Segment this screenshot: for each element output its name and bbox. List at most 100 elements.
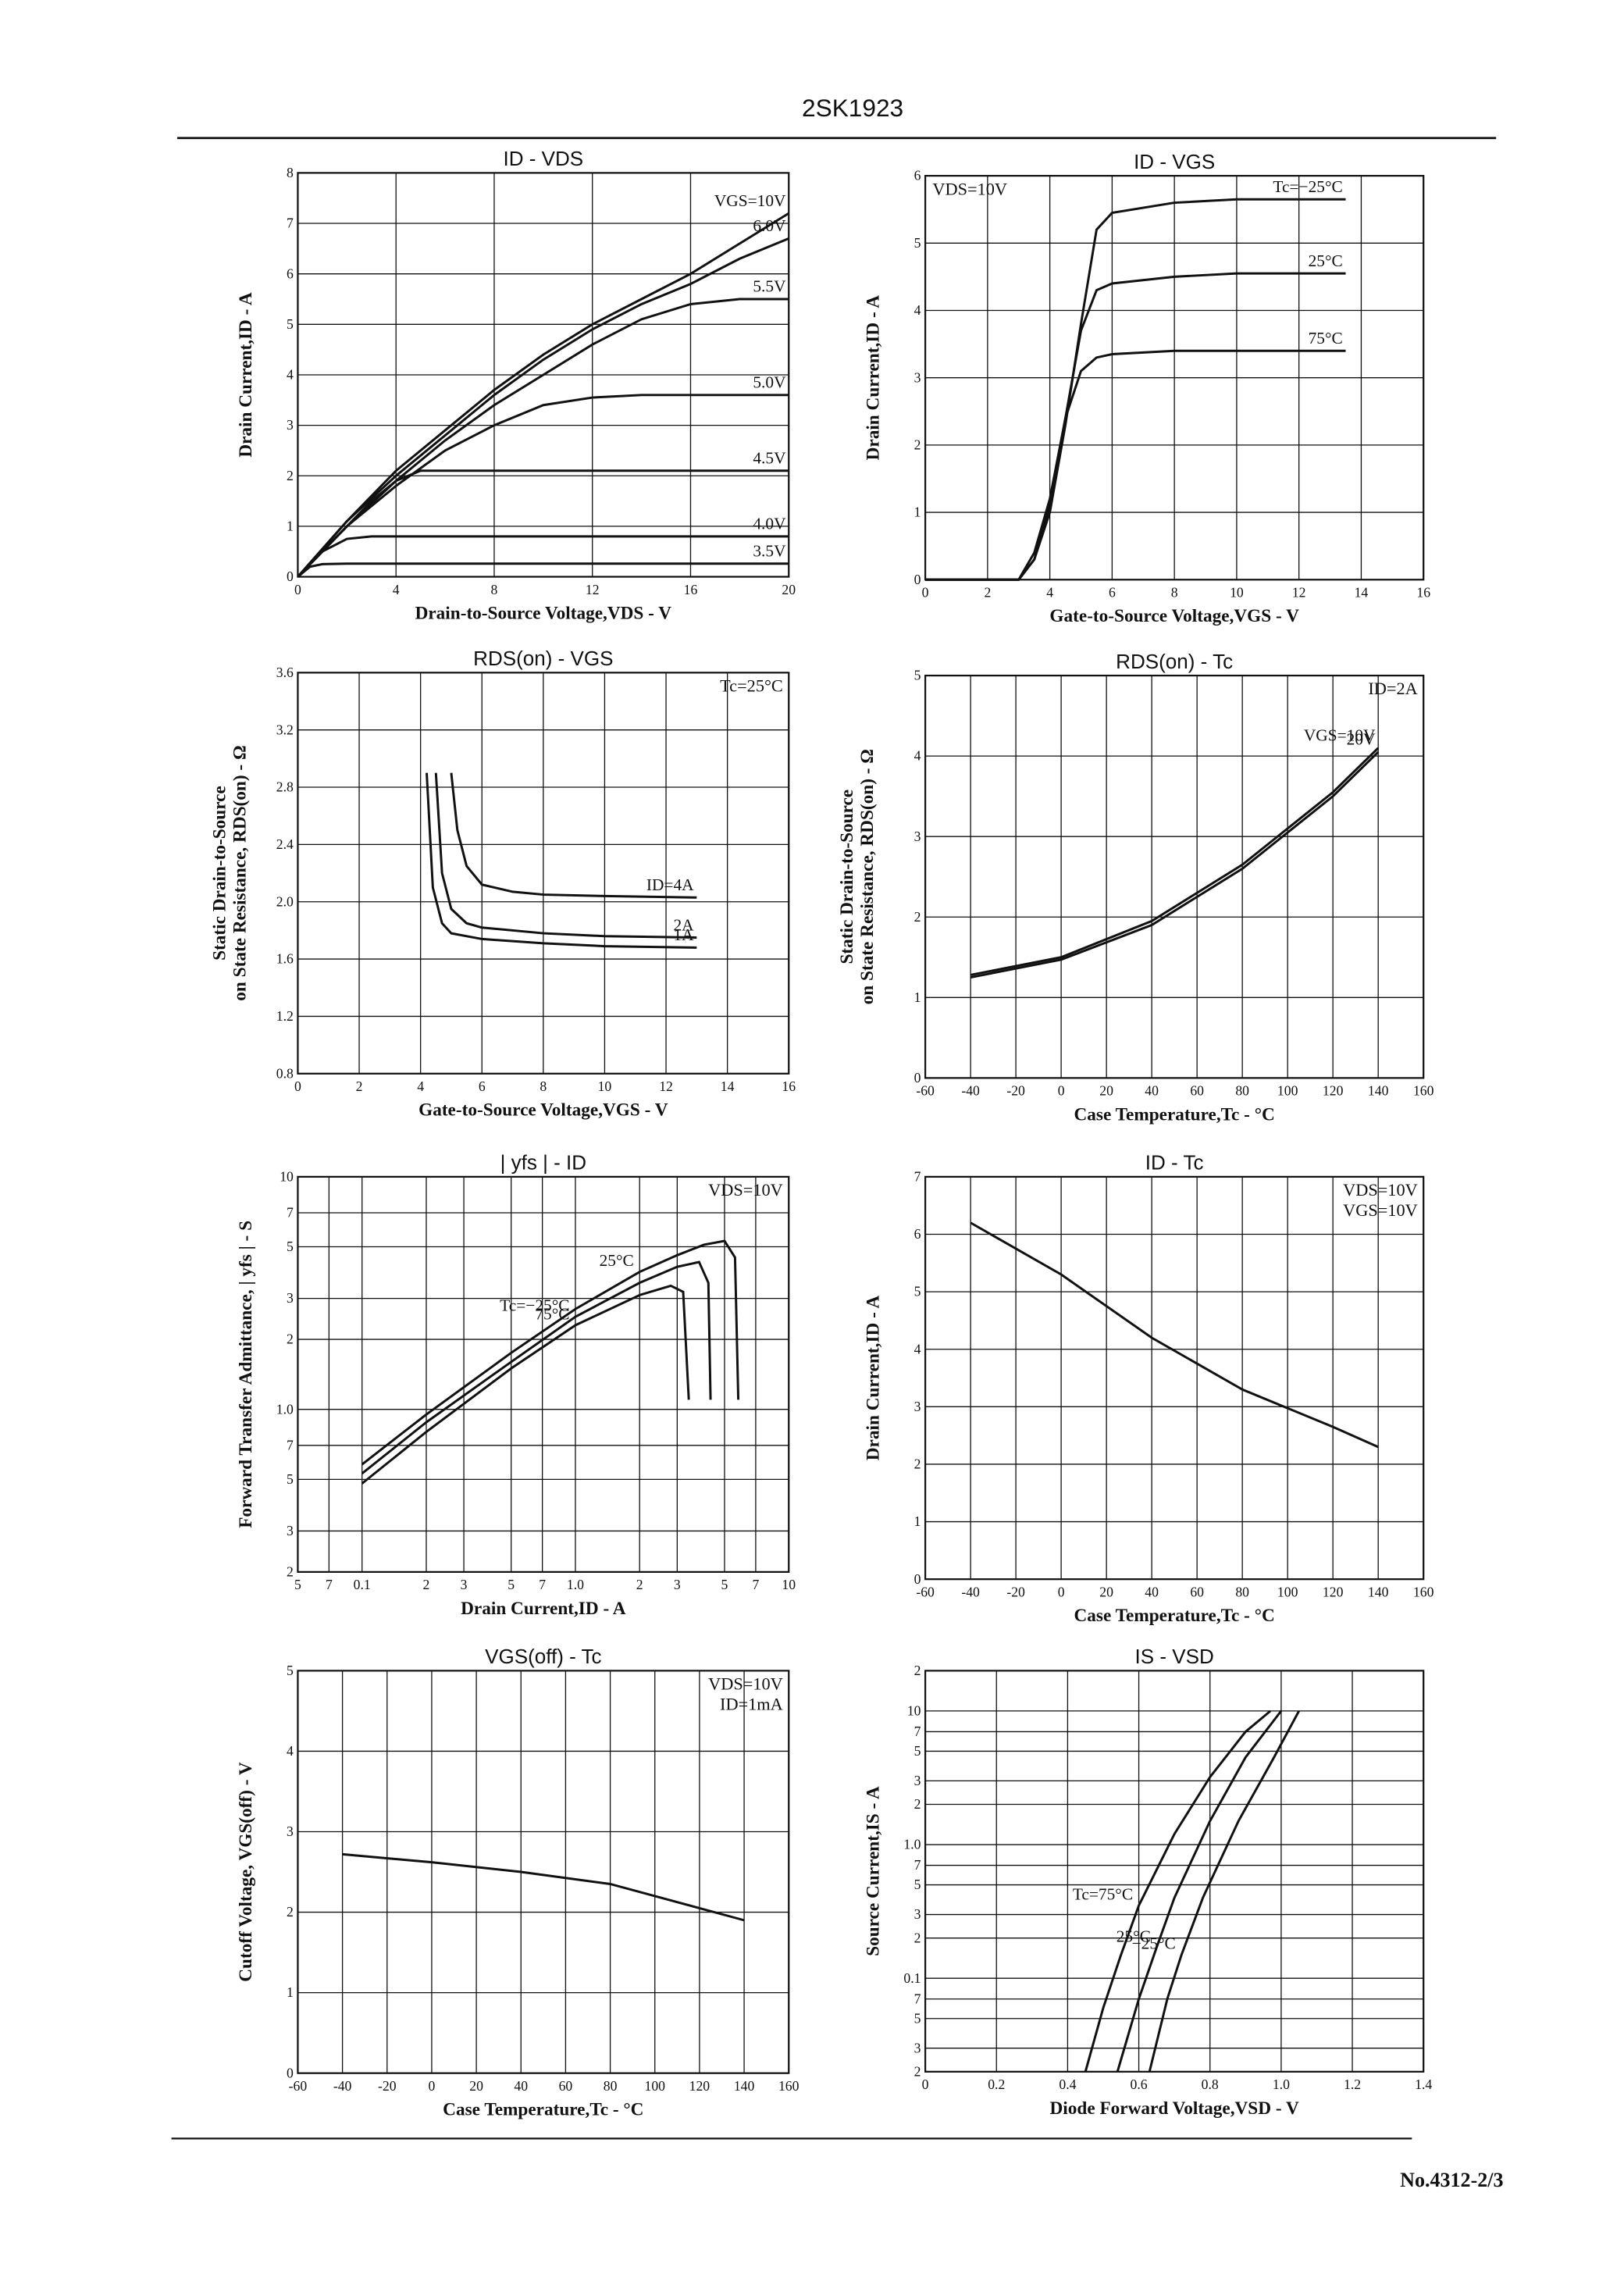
x-tick-label: 16	[1416, 585, 1430, 601]
x-tick-label: 12	[659, 1078, 673, 1094]
x-tick-label: 140	[1368, 1585, 1389, 1600]
x-tick-label: 60	[1190, 1585, 1204, 1600]
x-tick-label: 100	[1277, 1585, 1298, 1600]
x-tick-label: 8	[1171, 585, 1178, 601]
y-tick-label: 1	[914, 989, 921, 1005]
x-tick-label: 0.1	[354, 1577, 371, 1592]
y-tick-label: 3	[914, 1399, 921, 1414]
x-tick-label: 80	[604, 2078, 618, 2094]
y-tick-label: 3.6	[276, 665, 294, 680]
annotation: Tc=25°C	[720, 676, 783, 696]
series-label: Tc=−25°C	[1273, 177, 1342, 196]
y-tick-label: 2	[914, 1663, 921, 1678]
chart-title: IS - VSD	[1135, 1645, 1214, 1668]
series-label: VGS=10V	[1304, 726, 1376, 745]
y-tick-label: 2	[914, 2063, 921, 2079]
chart-title: RDS(on) - VGS	[473, 647, 613, 670]
x-tick-label: 80	[1235, 1083, 1249, 1099]
y-tick-label: 2	[914, 1796, 921, 1812]
y-axis-label: Drain Current,ID - A	[864, 295, 884, 461]
y-tick-label: 2	[287, 468, 294, 483]
series-label: 2A	[673, 915, 694, 934]
series-label: 75°C	[1309, 329, 1343, 348]
y-tick-label: 3	[914, 829, 921, 844]
data-line	[361, 1239, 740, 1466]
x-tick-label: 10	[598, 1078, 612, 1094]
x-tick-label: 6	[479, 1078, 486, 1094]
y-tick-label: 3	[287, 417, 294, 433]
y-tick-label: 2	[287, 1904, 294, 1920]
y-axis-label: Drain Current,ID - A	[236, 292, 256, 458]
x-tick-label: 0.6	[1131, 2077, 1148, 2092]
x-tick-label: 140	[734, 2078, 755, 2094]
series-label: 4.0V	[753, 515, 786, 533]
data-line	[342, 1852, 745, 1922]
chart: | yfs | - ID 5 7 0.1 2 3 5 7 1.0 2 3 5 7 10 2 3 5 7 1.0 2 3 5…	[236, 1151, 796, 1619]
series-label: 6.0V	[753, 216, 786, 235]
y-tick-label: 5	[914, 235, 921, 251]
x-tick-label: 80	[1235, 1585, 1249, 1600]
data-line	[970, 750, 1380, 979]
page-number: No.4312-2/3	[1400, 2169, 1503, 2191]
data-line	[297, 535, 789, 578]
data-line	[361, 1260, 712, 1474]
y-tick-label: 1	[914, 504, 921, 520]
y-tick-label: 6	[287, 266, 294, 281]
data-line	[297, 298, 789, 578]
x-tick-label: 10	[1230, 585, 1244, 601]
y-axis-label: Source Current,IS - A	[864, 1786, 884, 1956]
y-tick-label: 1.2	[276, 1008, 294, 1024]
x-tick-label: 100	[1277, 1083, 1298, 1099]
x-axis-label: Case Temperature,Tc - °C	[443, 2100, 643, 2120]
page-title: 2SK1923	[802, 94, 903, 122]
y-tick-label: 1	[914, 1513, 921, 1529]
y-tick-label: 1	[287, 1984, 294, 2000]
y-tick-label: 7	[914, 1857, 921, 1873]
annotation: ID=1mA	[720, 1695, 783, 1714]
y-tick-label: 5	[287, 1471, 294, 1487]
series-label: 75°C	[535, 1305, 569, 1324]
x-tick-label: 120	[689, 2078, 710, 2094]
x-tick-label: -40	[333, 2078, 352, 2094]
x-tick-label: -20	[1006, 1585, 1025, 1600]
x-tick-label: 20	[1099, 1083, 1113, 1099]
chart-title: ID - VDS	[503, 147, 583, 170]
x-tick-label: -60	[916, 1083, 935, 1099]
x-tick-label: 5	[721, 1577, 728, 1592]
y-tick-label: 0	[914, 1571, 921, 1587]
data-line	[970, 1221, 1379, 1449]
y-tick-label: 7	[914, 1724, 921, 1739]
annotation: VDS=10V	[708, 1674, 783, 1694]
y-tick-label: 1.6	[276, 951, 294, 967]
y-tick-label: 2	[914, 909, 921, 925]
chart: IS - VSD 0 0.2 0.4 0.6 0.8 1.0 1.2 1.4 2 3 5 7 0.1 2 3 5…	[864, 1645, 1433, 2119]
x-axis-label: Gate-to-Source Voltage,VGS - V	[1049, 606, 1299, 626]
data-line	[297, 394, 789, 578]
y-tick-label: 3	[287, 1823, 294, 1839]
series-label: 25°C	[600, 1251, 634, 1270]
series-label: 4.5V	[753, 448, 786, 467]
y-tick-label: 3	[914, 2040, 921, 2055]
x-axis-label: Case Temperature,Tc - °C	[1074, 1606, 1275, 1626]
x-tick-label: -20	[1006, 1083, 1025, 1099]
y-axis-label: Drain Current,ID - A	[864, 1296, 884, 1461]
y-tick-label: 2	[287, 1563, 294, 1579]
x-tick-label: 7	[326, 1577, 333, 1592]
x-tick-label: -40	[961, 1083, 980, 1099]
y-axis-label: Forward Transfer Admittance, | yfs | - S	[236, 1221, 256, 1528]
chart: ID - Tc -60 -40 -20 0 20 40 60 80 100 120 140 160 0 1 2…	[864, 1151, 1434, 1627]
chart-title: ID - VGS	[1134, 150, 1215, 173]
x-tick-label: 40	[514, 2078, 528, 2094]
x-tick-label: 1.0	[567, 1577, 584, 1592]
data-line	[970, 747, 1380, 976]
y-tick-label: 2	[914, 437, 921, 452]
x-axis-label: Case Temperature,Tc - °C	[1074, 1104, 1275, 1125]
x-tick-label: 120	[1323, 1083, 1344, 1099]
x-tick-label: 3	[674, 1577, 681, 1592]
series-label: 25°C	[1116, 1927, 1151, 1945]
annotation: VDS=10V	[932, 179, 1007, 198]
series-label: 20V	[1347, 730, 1376, 749]
